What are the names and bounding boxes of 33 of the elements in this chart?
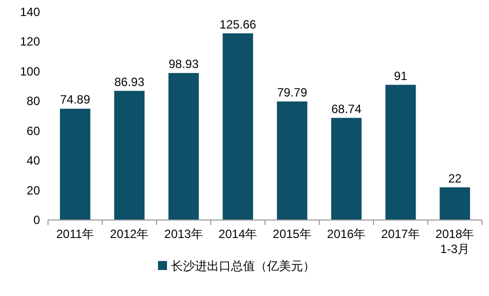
x-tick-label: 2018年 1-3月 [436, 227, 474, 256]
y-tick-label: 120 [20, 34, 40, 49]
data-label: 68.74 [331, 102, 362, 116]
bar [276, 101, 308, 220]
bar [168, 73, 199, 220]
legend-label: 长沙进出口总值（亿美元） [171, 259, 315, 273]
data-label: 86.93 [114, 74, 145, 89]
data-label: 98.93 [168, 57, 199, 72]
data-label: 22 [448, 171, 462, 186]
x-tick-label: 2011年 [56, 227, 94, 241]
x-tick-label: 2013年 [164, 227, 203, 241]
y-tick-label: 100 [20, 64, 40, 78]
x-tick-label: 2016年 [327, 227, 366, 241]
bar [331, 118, 362, 220]
bar [60, 108, 90, 220]
y-tick-label: 80 [26, 94, 40, 108]
bar [222, 33, 254, 220]
x-tick-label: 2015年 [272, 227, 312, 241]
data-label: 79.79 [277, 85, 308, 100]
y-tick-label: 0 [33, 213, 40, 227]
y-tick-label: 60 [26, 124, 40, 138]
x-tick-label: 2014年 [218, 227, 258, 241]
bar [385, 84, 416, 220]
bar [114, 90, 145, 220]
y-tick-label: 40 [26, 154, 40, 168]
bar [440, 187, 470, 220]
data-label: 74.89 [60, 92, 90, 107]
y-tick-label: 20 [26, 183, 40, 198]
y-tick-label: 140 [20, 5, 40, 19]
x-tick-label: 2017年 [381, 227, 420, 241]
x-tick-label: 2012年 [110, 227, 149, 241]
data-label: 91 [394, 68, 408, 83]
data-label: 125.66 [220, 17, 257, 32]
